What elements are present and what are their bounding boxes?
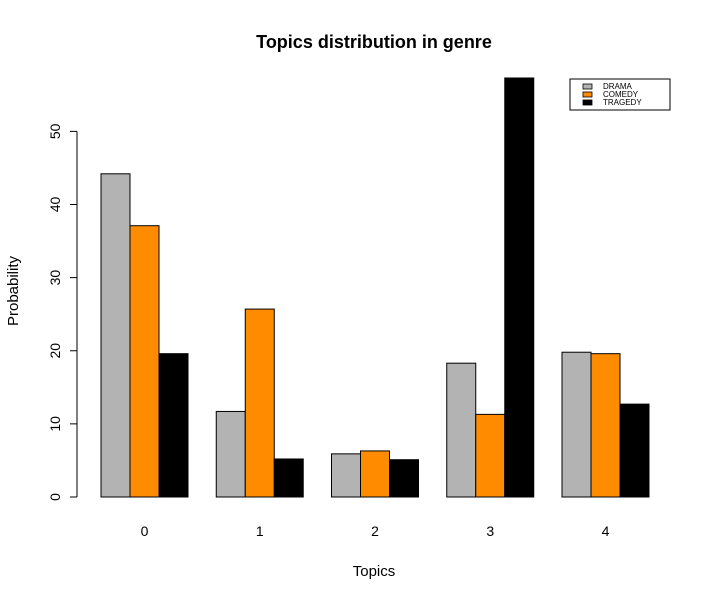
x-tick-label: 3 bbox=[486, 523, 494, 539]
legend-swatch-comedy bbox=[582, 91, 593, 98]
legend-swatch-drama bbox=[582, 83, 593, 90]
bar-comedy-topic-1 bbox=[244, 308, 275, 498]
legend-label-comedy: COMEDY bbox=[603, 90, 639, 99]
legend-swatch-tragedy bbox=[582, 99, 593, 106]
chart-title: Topics distribution in genre bbox=[256, 32, 492, 52]
bar-comedy-topic-0 bbox=[129, 225, 160, 498]
bar-drama-topic-3 bbox=[446, 362, 477, 498]
bar-tragedy-topic-0 bbox=[158, 353, 189, 498]
y-tick-label: 30 bbox=[47, 270, 63, 286]
bar-drama-topic-1 bbox=[215, 410, 246, 498]
bars-group bbox=[100, 77, 650, 498]
x-tick-label: 0 bbox=[141, 523, 149, 539]
bar-tragedy-topic-4 bbox=[619, 403, 650, 498]
y-axis: 0 10 20 30 40 50 bbox=[47, 123, 78, 501]
y-tick-label: 20 bbox=[47, 343, 63, 359]
bar-tragedy-topic-1 bbox=[273, 458, 304, 498]
y-tick-label: 50 bbox=[47, 123, 63, 139]
x-tick-label: 4 bbox=[602, 523, 610, 539]
x-axis-tick-labels: 0 1 2 3 4 bbox=[141, 523, 610, 539]
y-axis-label: Probability bbox=[5, 255, 22, 326]
bar-comedy-topic-2 bbox=[360, 450, 390, 498]
x-tick-label: 1 bbox=[256, 523, 264, 539]
bar-drama-topic-0 bbox=[100, 173, 131, 498]
bar-comedy-topic-3 bbox=[475, 413, 506, 498]
legend-label-tragedy: TRAGEDY bbox=[603, 98, 642, 107]
bar-tragedy-topic-3 bbox=[504, 77, 535, 498]
x-axis-label: Topics bbox=[353, 563, 396, 580]
y-tick-label: 40 bbox=[47, 197, 63, 213]
y-tick-label: 0 bbox=[47, 493, 63, 501]
bar-drama-topic-2 bbox=[331, 453, 361, 498]
bar-comedy-topic-4 bbox=[590, 353, 621, 498]
bar-tragedy-topic-2 bbox=[389, 459, 419, 498]
bar-drama-topic-4 bbox=[561, 351, 592, 498]
y-tick-label: 10 bbox=[47, 416, 63, 432]
legend-label-drama: DRAMA bbox=[603, 82, 633, 91]
x-tick-label: 2 bbox=[371, 523, 379, 539]
